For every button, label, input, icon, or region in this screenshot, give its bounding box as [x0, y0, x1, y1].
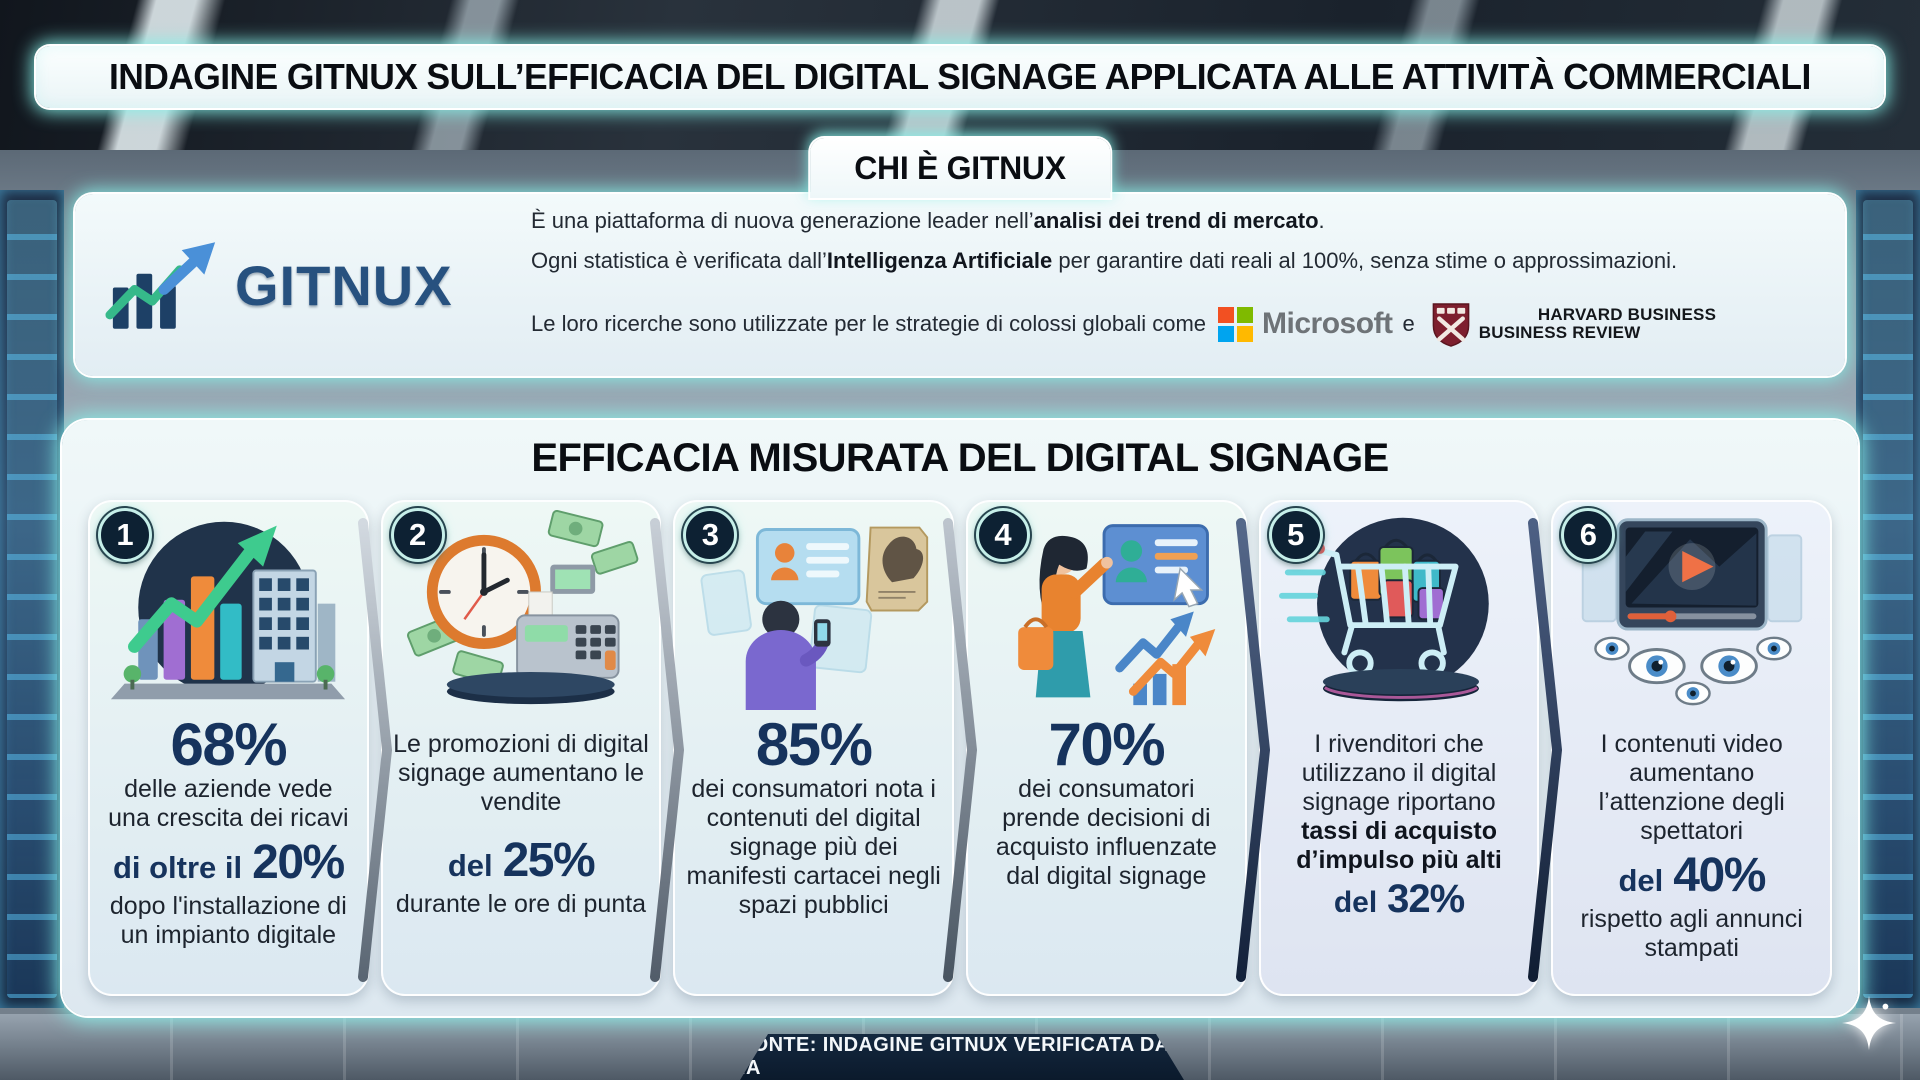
gitnux-logo: GITNUX [105, 238, 505, 332]
growth-chart-buildings-illustration [90, 502, 367, 710]
stat-card-impulse-purchases: 5 [1258, 500, 1540, 996]
harvard-business-review-logo: HARVARD BUSINESS BUSINESS REVIEW [1431, 287, 1716, 362]
harvard-wordmark: HARVARD BUSINESS BUSINESS REVIEW [1478, 304, 1717, 343]
left-digital-screen-background [0, 190, 64, 1008]
stat-card-revenue-growth: 1 [88, 500, 369, 996]
stat-description-post: rispetto agli annunci stampati [1580, 905, 1803, 962]
right-digital-screen-background [1856, 190, 1920, 1008]
stats-section-title: EFFICACIA MISURATA DEL DIGITAL SIGNAGE [531, 436, 1389, 480]
conjunction-text: e [1402, 311, 1415, 337]
shopper-pointing-screen-illustration [968, 502, 1245, 710]
card-number-badge: 1 [98, 508, 152, 562]
about-line-1: È una piattaforma di nuova generazione l… [531, 208, 1325, 234]
source-bar: FONTE: INDAGINE GITNUX VERIFICATA DA IA [740, 1034, 1184, 1080]
stats-cards-row: 1 [88, 500, 1833, 996]
card-text: I contenuti video aumentano l’attenzione… [1553, 710, 1830, 994]
stat-emphasis: del 40% [1618, 849, 1767, 902]
viewer-digital-vs-paper-illustration [675, 502, 952, 710]
about-description: È una piattaforma di nuova generazione l… [531, 208, 1716, 362]
about-panel: GITNUX È una piattaforma di nuova genera… [75, 194, 1845, 376]
stat-card-purchase-decisions: 4 [966, 500, 1247, 996]
shopping-cart-illustration [1261, 502, 1538, 710]
stat-value: 85% [755, 711, 873, 778]
stat-description-post: durante le ore di punta [395, 890, 647, 918]
card-number-badge: 4 [976, 508, 1031, 562]
card-text: 70% dei consumatori prende decisioni di … [968, 710, 1245, 994]
card-number-badge: 2 [390, 508, 445, 562]
card-number-badge: 6 [1561, 508, 1616, 562]
stat-description: I rivenditori che utilizzano il digital … [1296, 730, 1502, 874]
page-title: INDAGINE GITNUX SULL’EFFICACIA DEL DIGIT… [109, 56, 1811, 97]
stat-description: Le promozioni di digital signage aumenta… [393, 730, 649, 816]
stat-description: delle aziende vede una crescita dei rica… [108, 775, 349, 833]
about-line-3: Le loro ricerche sono utilizzate per le … [531, 287, 1716, 362]
stat-description: dei consumatori nota i contenuti del dig… [686, 775, 941, 920]
stat-description: dei consumatori prende decisioni di acqu… [995, 775, 1217, 891]
card-number-badge: 3 [683, 508, 738, 562]
stat-description: I contenuti video aumentano l’attenzione… [1598, 730, 1785, 845]
about-section-tab: CHI È GITNUX [810, 138, 1110, 198]
card-text: 85% dei consumatori nota i contenuti del… [675, 710, 952, 994]
stat-emphasis: del 32% [1333, 877, 1465, 921]
microsoft-logo-icon [1218, 306, 1254, 342]
source-text: FONTE: INDAGINE GITNUX VERIFICATA DA IA [740, 1034, 1169, 1079]
gitnux-wordmark: GITNUX [235, 253, 453, 317]
stat-card-promotions: 2 [380, 500, 662, 996]
sparkle-icon [1840, 994, 1898, 1052]
card-text: I rivenditori che utilizzano il digital … [1261, 710, 1538, 994]
stat-emphasis: di oltre il 20% [112, 836, 345, 890]
stat-card-content-noticed: 3 [673, 500, 955, 996]
header-banner: INDAGINE GITNUX SULL’EFFICACIA DEL DIGIT… [36, 46, 1884, 108]
stat-value: 68% [170, 711, 288, 778]
microsoft-wordmark: Microsoft [1262, 307, 1393, 341]
about-line-2: Ogni statistica è verificata dall’Intell… [531, 247, 1678, 273]
stat-card-video-attention: 6 [1551, 500, 1833, 996]
about-tab-label: CHI È GITNUX [854, 149, 1066, 186]
stat-emphasis: del 25% [447, 834, 596, 887]
stat-value: 70% [1048, 711, 1166, 778]
stat-description-post: dopo l'installazione di un impianto digi… [109, 892, 347, 950]
stats-panel: EFFICACIA MISURATA DEL DIGITAL SIGNAGE 1 [62, 420, 1858, 1016]
gitnux-chart-arrow-icon [105, 242, 216, 329]
clock-cash-register-illustration [383, 502, 660, 710]
card-text: Le promozioni di digital signage aumenta… [383, 710, 660, 994]
card-number-badge: 5 [1268, 508, 1323, 562]
harvard-shield-icon [1432, 303, 1470, 347]
card-text: 68% delle aziende vede una crescita dei … [90, 710, 367, 994]
mall-floor-background [0, 1014, 1920, 1080]
